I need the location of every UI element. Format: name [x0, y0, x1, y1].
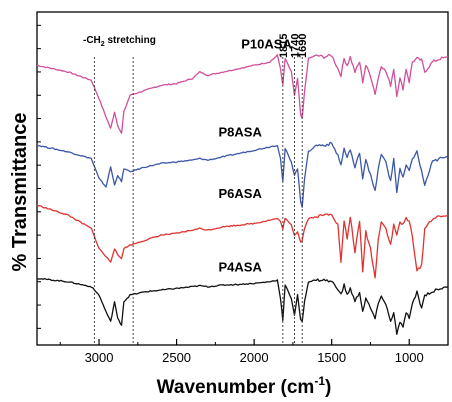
x-tick-label: 1000: [395, 350, 424, 365]
peak-label: 1690: [297, 34, 309, 58]
x-tick-label: 1500: [317, 350, 346, 365]
plot-frame: [36, 11, 449, 346]
x-axis-label: Wavenumber (cm-1): [157, 374, 332, 398]
series-label-p4asa: P4ASA: [218, 259, 262, 274]
series-label-p6asa: P6ASA: [218, 186, 262, 201]
x-axis-label-close: ): [325, 377, 331, 398]
spectrum-line-p6asa: [36, 204, 449, 279]
ch2-suffix: stretching: [105, 35, 156, 46]
peak-label: 1740: [289, 34, 301, 58]
axes-layer: 3000 2500 2000 1500 1000: [36, 11, 449, 365]
spectrum-line-p4asa: [36, 277, 449, 335]
x-tick-label: 2000: [240, 350, 269, 365]
x-tick-label: 3000: [85, 350, 114, 365]
ch2-subscript: 2: [101, 41, 105, 48]
x-axis-label-sup: -1: [314, 374, 325, 388]
y-axis-label: % Transmittance: [9, 113, 31, 272]
series-label-p8asa: P8ASA: [218, 125, 262, 140]
spectrum-line-p8asa: [36, 141, 449, 208]
spectra-layer: [36, 53, 449, 335]
ch2-prefix: -CH: [83, 35, 101, 46]
series-label-p10asa: P10ASA: [241, 36, 292, 51]
x-tick-label: 2500: [162, 350, 191, 365]
ch2-annotation: -CH2 stretching: [83, 35, 156, 48]
x-axis-label-main: Wavenumber (cm: [157, 377, 315, 398]
spectrum-line-p10asa: [36, 53, 449, 134]
peak-label: 1815: [278, 34, 290, 58]
